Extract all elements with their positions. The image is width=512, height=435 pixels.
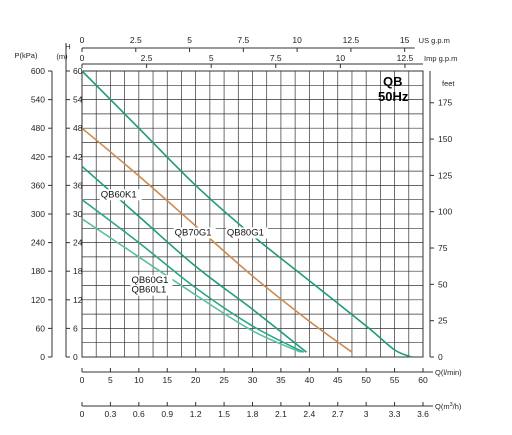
y-tick-label-kpa: 180 — [31, 266, 45, 276]
x-tick-label-m3h: 0.6 — [133, 409, 145, 419]
x-tick-label-m3h: 3.6 — [417, 409, 429, 419]
x-tick-label-us: 15 — [400, 35, 410, 45]
curve-label-bg — [130, 284, 173, 296]
y-tick-label-feet: 25 — [438, 316, 448, 326]
x-tick-label-us: 7.5 — [237, 35, 249, 45]
y-tick-label-m: 54 — [73, 95, 83, 105]
y-axis-label-h: H — [65, 42, 70, 51]
x-tick-label-m3h: 1.8 — [247, 409, 259, 419]
x-tick-label-lmin: 40 — [305, 375, 315, 385]
y-tick-label-kpa: 300 — [31, 209, 45, 219]
x-axis-label-lmin: Q(l/min) — [435, 368, 462, 377]
x-tick-label-lmin: 0 — [80, 375, 85, 385]
x-tick-label-us: 12.5 — [343, 35, 360, 45]
curve-label-bg — [173, 227, 216, 239]
x-tick-label-us: 2.5 — [130, 35, 142, 45]
curve-label-qb60l1: QB60L1 — [131, 285, 166, 296]
x-tick-label-imp: 7.5 — [270, 53, 282, 63]
y-tick-label-feet: 175 — [438, 98, 452, 108]
chart-subtitle: 50Hz — [378, 89, 409, 104]
curve-label-bg — [225, 227, 268, 239]
y-tick-label-m: 24 — [73, 238, 83, 248]
grid — [81, 70, 424, 358]
curve-label-qb80g1: QB80G1 — [227, 227, 264, 238]
x-tick-label-lmin: 35 — [276, 375, 286, 385]
y-tick-label-m: 0 — [73, 352, 78, 362]
x-axis-label-imp: Imp g.p.m — [424, 54, 457, 63]
y-tick-label-m: 30 — [73, 209, 83, 219]
x-tick-label-imp: 12.5 — [397, 53, 414, 63]
x-tick-label-lmin: 15 — [163, 375, 173, 385]
y-axis-label-kpa: P(kPa) — [15, 51, 38, 60]
curve-label-qb60g1: QB60G1 — [131, 275, 168, 286]
x-tick-label-m3h: 0.9 — [161, 409, 173, 419]
x-tick-label-us: 5 — [187, 35, 192, 45]
y-tick-label-kpa: 240 — [31, 238, 45, 248]
x-tick-label-m3h: 2.4 — [303, 409, 315, 419]
x-tick-label-lmin: 50 — [361, 375, 371, 385]
x-tick-label-m3h: 3 — [364, 409, 369, 419]
y-tick-label-kpa: 420 — [31, 152, 45, 162]
y-tick-label-m: 18 — [73, 266, 83, 276]
x-tick-label-lmin: 45 — [333, 375, 343, 385]
curve-label-bg — [130, 275, 173, 287]
y-tick-label-m: 60 — [73, 66, 83, 76]
x-tick-label-imp: 0 — [80, 53, 85, 63]
x-tick-label-lmin: 25 — [219, 375, 229, 385]
x-tick-label-imp: 2.5 — [141, 53, 153, 63]
chart-title: QB — [383, 74, 403, 89]
x-tick-label-lmin: 20 — [191, 375, 201, 385]
x-tick-label-lmin: 5 — [108, 375, 113, 385]
x-axis-label-us: US g.p.m — [419, 36, 450, 45]
curve-qb60l1 — [81, 218, 302, 353]
x-tick-label-us: 10 — [292, 35, 302, 45]
y-tick-label-feet: 75 — [438, 243, 448, 253]
y-tick-label-feet: 125 — [438, 170, 452, 180]
x-tick-label-m3h: 1.5 — [218, 409, 230, 419]
curve-qb70g1 — [81, 127, 353, 353]
x-tick-label-us: 0 — [80, 35, 85, 45]
axes: 0 5 10 15 20 25 30 35 40 45 50 55 60Q(l/min)0 0.3 0.6 0… — [15, 35, 463, 419]
x-tick-label-imp: 10 — [336, 53, 346, 63]
x-tick-label-m3h: 0 — [80, 409, 85, 419]
y-tick-label-kpa: 600 — [31, 66, 45, 76]
x-tick-label-lmin: 55 — [390, 375, 400, 385]
x-tick-label-m3h: 2.1 — [275, 409, 287, 419]
curve-qb80g1 — [81, 70, 412, 358]
y-axis-label-feet: feet — [442, 79, 455, 88]
x-tick-label-m3h: 1.2 — [190, 409, 202, 419]
y-tick-label-m: 36 — [73, 180, 83, 190]
y-tick-label-kpa: 60 — [36, 323, 46, 333]
x-tick-label-lmin: 60 — [418, 375, 428, 385]
curve-label-bg — [99, 189, 142, 201]
y-tick-label-m: 48 — [73, 123, 83, 133]
x-tick-label-lmin: 10 — [134, 375, 144, 385]
curve-label-qb70g1: QB70G1 — [175, 227, 212, 238]
y-tick-label-kpa: 120 — [31, 295, 45, 305]
curve-label-qb60k1: QB60K1 — [101, 189, 137, 200]
y-tick-label-m: 42 — [73, 152, 83, 162]
y-tick-label-feet: 150 — [438, 134, 452, 144]
x-tick-label-imp: 5 — [209, 53, 214, 63]
y-tick-label-feet: 50 — [438, 279, 448, 289]
x-axis-label-m3h: Q(m3/h) — [435, 402, 462, 411]
x-tick-label-m3h: 2.7 — [332, 409, 344, 419]
curve-qb60g1 — [81, 199, 304, 353]
y-tick-label-feet: 100 — [438, 207, 452, 217]
x-tick-label-lmin: 30 — [248, 375, 258, 385]
y-tick-label-feet: 0 — [438, 352, 443, 362]
y-tick-label-kpa: 0 — [40, 352, 45, 362]
y-axis-label-m: (m) — [56, 52, 68, 61]
y-tick-label-m: 12 — [73, 295, 83, 305]
performance-curves — [81, 70, 412, 358]
x-tick-label-m3h: 3.3 — [389, 409, 401, 419]
y-tick-label-kpa: 540 — [31, 95, 45, 105]
y-tick-label-kpa: 480 — [31, 123, 45, 133]
y-tick-label-m: 6 — [73, 323, 78, 333]
x-tick-label-m3h: 0.3 — [105, 409, 117, 419]
y-tick-label-kpa: 360 — [31, 180, 45, 190]
